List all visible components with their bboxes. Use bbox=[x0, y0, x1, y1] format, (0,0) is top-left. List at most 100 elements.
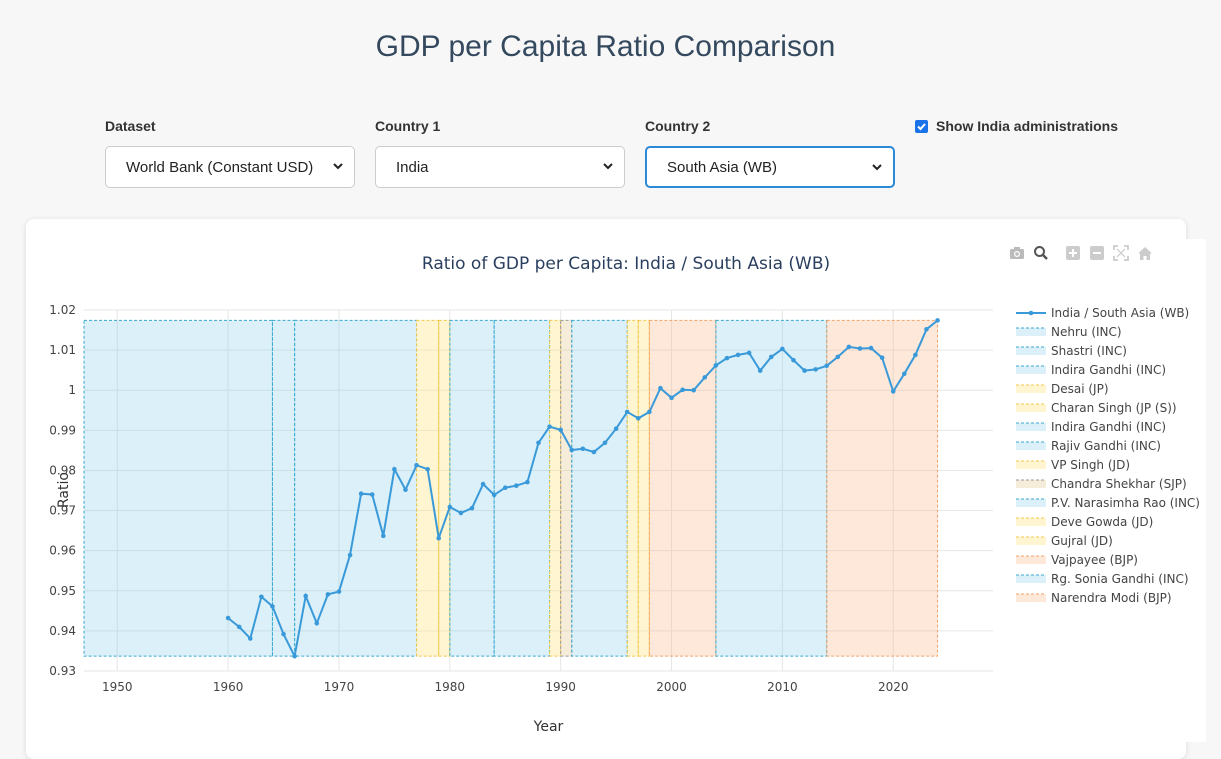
x-tick-label: 1990 bbox=[545, 680, 576, 694]
data-point bbox=[569, 447, 575, 453]
country1-select[interactable]: India bbox=[375, 146, 625, 188]
admin-region bbox=[438, 319, 451, 657]
checkbox-checked-icon[interactable] bbox=[915, 119, 928, 133]
admin-region bbox=[637, 319, 650, 657]
data-point bbox=[292, 653, 297, 659]
admin-region bbox=[571, 319, 628, 657]
data-point bbox=[879, 355, 885, 361]
autoscale-icon[interactable] bbox=[1110, 244, 1132, 262]
data-point bbox=[791, 357, 796, 363]
show-admins-label: Show India administrations bbox=[936, 118, 1119, 134]
legend-label[interactable]: Gujral (JD) bbox=[1051, 534, 1113, 548]
legend-swatch-fill bbox=[1016, 518, 1046, 526]
chevron-down-icon bbox=[333, 163, 343, 170]
data-point bbox=[314, 620, 320, 626]
y-tick-label: 0.96 bbox=[49, 544, 76, 558]
y-tick-label: 0.95 bbox=[49, 584, 76, 598]
legend-swatch-fill bbox=[1016, 575, 1046, 583]
data-point bbox=[868, 345, 874, 351]
legend-swatch-fill bbox=[1016, 537, 1046, 545]
data-point bbox=[680, 387, 685, 393]
zoom-icon[interactable] bbox=[1030, 244, 1052, 262]
legend-label[interactable]: Deve Gowda (JD) bbox=[1051, 515, 1153, 529]
show-admins-toggle[interactable]: Show India administrations bbox=[915, 118, 1118, 134]
data-point bbox=[469, 505, 475, 511]
data-point bbox=[403, 487, 408, 492]
data-point bbox=[270, 604, 275, 609]
page-title: GDP per Capita Ratio Comparison bbox=[375, 30, 836, 63]
admin-region bbox=[416, 319, 440, 657]
country1-label: Country 1 bbox=[375, 118, 441, 134]
legend-label[interactable]: India / South Asia (WB) bbox=[1051, 306, 1189, 320]
data-point bbox=[514, 483, 519, 488]
data-point bbox=[458, 510, 464, 516]
legend-label[interactable]: Indira Gandhi (INC) bbox=[1051, 420, 1166, 434]
y-tick-label: 0.98 bbox=[49, 463, 76, 477]
chevron-down-icon bbox=[872, 164, 882, 171]
data-point bbox=[846, 344, 852, 350]
legend-label[interactable]: P.V. Narasimha Rao (INC) bbox=[1051, 496, 1200, 510]
legend-label[interactable]: VP Singh (JD) bbox=[1051, 458, 1130, 472]
legend-label[interactable]: Narendra Modi (BJP) bbox=[1051, 591, 1172, 605]
data-point bbox=[247, 636, 253, 641]
data-point bbox=[580, 446, 586, 452]
data-point bbox=[414, 462, 419, 468]
data-point bbox=[547, 424, 552, 430]
legend-label[interactable]: Chandra Shekhar (SJP) bbox=[1051, 477, 1187, 491]
data-point bbox=[358, 491, 364, 497]
x-tick-label: 2020 bbox=[878, 680, 909, 694]
admin-region bbox=[560, 319, 573, 657]
data-point bbox=[735, 352, 741, 358]
chart-title: Ratio of GDP per Capita: India / South A… bbox=[422, 254, 830, 274]
legend-swatch-fill bbox=[1016, 594, 1046, 602]
legend-label[interactable]: Indira Gandhi (INC) bbox=[1051, 363, 1166, 377]
data-point bbox=[525, 479, 530, 485]
data-point bbox=[669, 395, 674, 401]
x-axis-label: Year bbox=[533, 719, 564, 735]
data-point bbox=[802, 368, 807, 373]
y-tick-label: 0.99 bbox=[49, 423, 76, 437]
legend-label[interactable]: Vajpayee (BJP) bbox=[1051, 553, 1138, 567]
x-tick-label: 2010 bbox=[767, 680, 798, 694]
data-point bbox=[757, 368, 763, 373]
admin-region bbox=[648, 319, 717, 657]
chart-card-edge bbox=[1186, 239, 1206, 742]
dataset-select[interactable]: World Bank (Constant USD) bbox=[105, 146, 355, 188]
data-point bbox=[259, 594, 264, 600]
admin-region bbox=[294, 319, 418, 657]
legend-label[interactable]: Nehru (INC) bbox=[1051, 325, 1122, 339]
legend-label[interactable]: Desai (JP) bbox=[1051, 382, 1109, 396]
data-point bbox=[813, 367, 818, 372]
data-point bbox=[602, 440, 608, 446]
country2-select-value: South Asia (WB) bbox=[667, 158, 778, 176]
legend-swatch-fill bbox=[1016, 480, 1046, 488]
camera-icon[interactable] bbox=[1006, 244, 1028, 262]
data-point bbox=[447, 504, 453, 510]
chart-modebar bbox=[1006, 244, 1158, 262]
admin-region bbox=[826, 319, 939, 657]
data-point bbox=[536, 440, 541, 446]
dataset-select-value: World Bank (Constant USD) bbox=[126, 158, 314, 176]
data-point bbox=[325, 592, 331, 597]
data-point bbox=[347, 552, 353, 558]
y-axis-label: Ratio bbox=[56, 472, 72, 508]
home-icon[interactable] bbox=[1134, 244, 1156, 262]
legend-swatch-marker bbox=[1028, 310, 1034, 316]
data-point bbox=[369, 492, 375, 497]
legend-label[interactable]: Rg. Sonia Gandhi (INC) bbox=[1051, 572, 1189, 586]
data-point bbox=[392, 466, 397, 472]
data-point bbox=[924, 326, 929, 332]
country2-select[interactable]: South Asia (WB) bbox=[645, 146, 895, 188]
legend-label[interactable]: Rajiv Gandhi (INC) bbox=[1051, 439, 1161, 453]
data-point bbox=[381, 533, 386, 539]
legend-label[interactable]: Charan Singh (JP (S)) bbox=[1051, 401, 1177, 415]
data-point bbox=[491, 492, 497, 498]
data-point bbox=[558, 427, 563, 433]
x-tick-label: 1960 bbox=[213, 680, 244, 694]
data-point bbox=[702, 375, 708, 380]
y-tick-label: 0.97 bbox=[49, 504, 76, 518]
legend-label[interactable]: Shastri (INC) bbox=[1051, 344, 1127, 358]
zoom-in-icon[interactable] bbox=[1062, 244, 1084, 262]
zoom-out-icon[interactable] bbox=[1086, 244, 1108, 262]
